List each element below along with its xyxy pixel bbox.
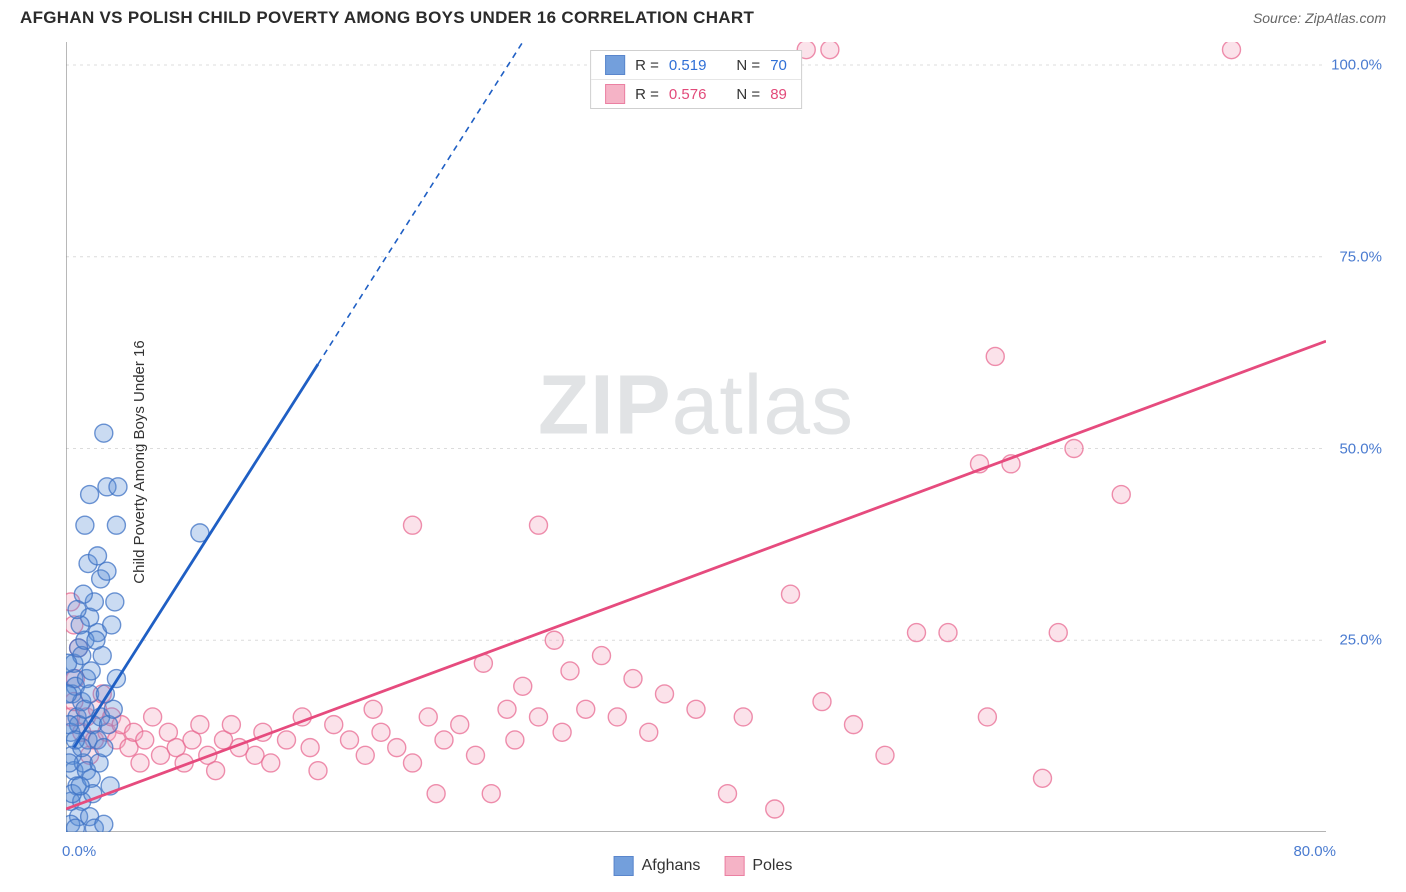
stat-r-prefix-poles: R = (635, 86, 659, 103)
chart-title: AFGHAN VS POLISH CHILD POVERTY AMONG BOY… (20, 8, 754, 28)
stats-legend-box: R = 0.519 N = 70 R = 0.576 N = 89 (590, 50, 802, 109)
stats-row-poles: R = 0.576 N = 89 (591, 79, 801, 108)
source-label: Source: ZipAtlas.com (1253, 10, 1386, 26)
ytick-label: 50.0% (1339, 440, 1382, 457)
bottom-legend: Afghans Poles (614, 856, 793, 876)
stat-n-prefix: N = (736, 57, 760, 74)
stat-r-poles: 0.576 (669, 86, 707, 103)
legend-label-poles: Poles (752, 857, 792, 875)
ytick-label: 100.0% (1331, 57, 1382, 74)
scatter-svg (66, 42, 1326, 832)
swatch-afghans (605, 55, 625, 75)
xtick-label: 80.0% (1293, 843, 1336, 860)
swatch-poles-legend (724, 856, 744, 876)
ytick-label: 75.0% (1339, 248, 1382, 265)
stat-r-afghans: 0.519 (669, 57, 707, 74)
chart-container: Child Poverty Among Boys Under 16 ZIPatl… (20, 42, 1386, 882)
stat-n-prefix-poles: N = (736, 86, 760, 103)
legend-label-afghans: Afghans (642, 857, 701, 875)
stat-r-prefix: R = (635, 57, 659, 74)
xtick-label: 0.0% (62, 843, 96, 860)
stat-n-afghans: 70 (770, 57, 787, 74)
ytick-label: 25.0% (1339, 632, 1382, 649)
legend-item-poles: Poles (724, 856, 792, 876)
stat-n-poles: 89 (770, 86, 787, 103)
swatch-poles (605, 84, 625, 104)
legend-item-afghans: Afghans (614, 856, 701, 876)
swatch-afghans-legend (614, 856, 634, 876)
plot-area: ZIPatlas R = 0.519 N = 70 R = 0.576 N = … (66, 42, 1326, 832)
stats-row-afghans: R = 0.519 N = 70 (591, 51, 801, 79)
